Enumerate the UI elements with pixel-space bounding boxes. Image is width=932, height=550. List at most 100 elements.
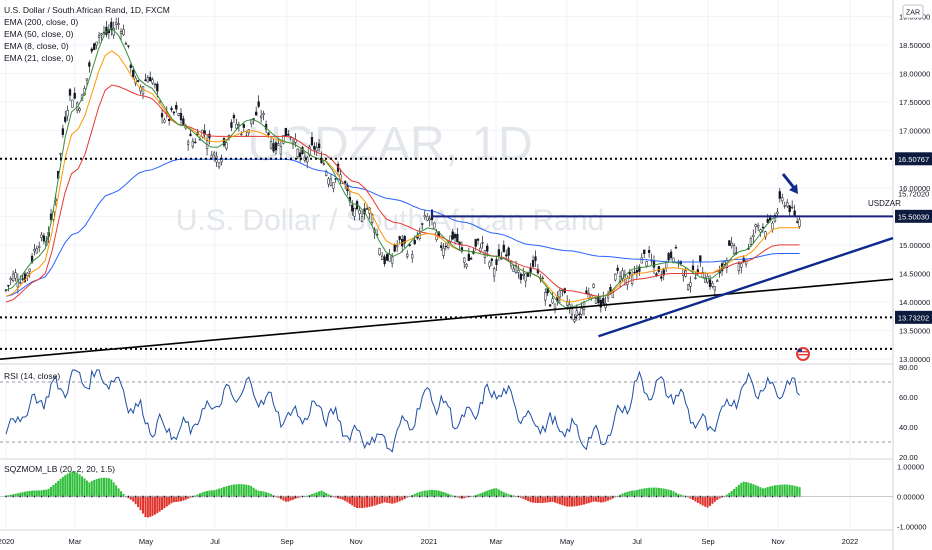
candle[interactable] xyxy=(531,260,535,267)
ema-line-2[interactable] xyxy=(5,50,800,303)
candle[interactable] xyxy=(7,285,10,287)
candle[interactable] xyxy=(776,211,779,214)
candle[interactable] xyxy=(614,273,617,281)
candle[interactable] xyxy=(160,113,164,118)
candle[interactable] xyxy=(282,135,285,144)
candle[interactable] xyxy=(124,43,128,45)
candle[interactable] xyxy=(322,163,325,165)
candle[interactable] xyxy=(507,247,510,256)
candle[interactable] xyxy=(766,219,769,223)
candle[interactable] xyxy=(428,218,431,221)
candle[interactable] xyxy=(240,133,243,136)
candle[interactable] xyxy=(502,244,505,253)
candle[interactable] xyxy=(786,202,789,207)
candle[interactable] xyxy=(351,204,354,212)
candle[interactable] xyxy=(71,99,74,108)
candle[interactable] xyxy=(129,64,132,68)
candle[interactable] xyxy=(250,120,253,125)
candle[interactable] xyxy=(421,223,424,225)
candle[interactable] xyxy=(416,236,419,239)
indicator-ema200[interactable]: EMA (200, close, 0) xyxy=(4,17,78,27)
candle[interactable] xyxy=(444,245,447,248)
candle[interactable] xyxy=(451,231,454,240)
candle[interactable] xyxy=(694,277,697,280)
candle[interactable] xyxy=(386,254,389,261)
candle[interactable] xyxy=(127,45,130,47)
candle[interactable] xyxy=(163,119,166,123)
candle[interactable] xyxy=(393,244,396,252)
candle[interactable] xyxy=(334,178,337,180)
rsi-title[interactable]: RSI (14, close) xyxy=(4,371,60,381)
candle[interactable] xyxy=(237,124,241,127)
candle[interactable] xyxy=(602,298,605,304)
candle[interactable] xyxy=(711,283,714,287)
candle[interactable] xyxy=(175,105,178,110)
candle[interactable] xyxy=(398,236,401,240)
candle[interactable] xyxy=(616,267,619,271)
candle[interactable] xyxy=(754,224,757,228)
candle[interactable] xyxy=(296,148,299,158)
candle[interactable] xyxy=(732,245,736,254)
candle[interactable] xyxy=(132,70,135,78)
candle[interactable] xyxy=(517,270,520,273)
candle[interactable] xyxy=(672,257,675,264)
candle[interactable] xyxy=(95,41,98,46)
time-axis[interactable]: 2020 Mar May Jul Sep Nov 2021 Mar May Jul Sep Nov 20… xyxy=(0,537,858,546)
candle[interactable] xyxy=(68,89,72,96)
candle[interactable] xyxy=(189,133,192,137)
candle[interactable] xyxy=(791,206,794,209)
candle[interactable] xyxy=(14,272,17,279)
price-axis[interactable]: 19.0000018.5000018.0000017.5000017.00000… xyxy=(895,12,932,532)
candle[interactable] xyxy=(759,229,762,233)
candle[interactable] xyxy=(645,261,648,267)
candle[interactable] xyxy=(149,77,152,82)
candle[interactable] xyxy=(781,197,784,202)
candle[interactable] xyxy=(647,250,651,253)
candle[interactable] xyxy=(788,205,791,213)
candle[interactable] xyxy=(730,242,733,247)
candle[interactable] xyxy=(682,268,685,276)
candle[interactable] xyxy=(704,277,707,283)
candle[interactable] xyxy=(252,118,255,120)
candle[interactable] xyxy=(179,112,183,121)
candle[interactable] xyxy=(213,152,216,156)
candle[interactable] xyxy=(353,208,356,217)
candle[interactable] xyxy=(182,118,185,125)
candle[interactable] xyxy=(100,33,103,36)
candle[interactable] xyxy=(168,119,171,121)
candle[interactable] xyxy=(643,249,646,254)
ema-line-0[interactable] xyxy=(5,158,800,297)
candle[interactable] xyxy=(514,265,518,273)
candle[interactable] xyxy=(594,298,598,304)
candle[interactable] xyxy=(465,264,468,268)
candle[interactable] xyxy=(222,137,226,146)
candle[interactable] xyxy=(110,21,113,31)
candle[interactable] xyxy=(210,154,213,159)
candle[interactable] xyxy=(519,273,523,280)
candle[interactable] xyxy=(524,273,527,282)
candle[interactable] xyxy=(795,221,799,223)
candle[interactable] xyxy=(19,281,22,284)
candle[interactable] xyxy=(426,215,429,221)
candle[interactable] xyxy=(406,253,409,257)
candle[interactable] xyxy=(497,249,501,257)
candle[interactable] xyxy=(38,246,41,248)
candle[interactable] xyxy=(151,79,154,84)
candle[interactable] xyxy=(771,222,774,230)
candle[interactable] xyxy=(783,205,786,207)
candle[interactable] xyxy=(592,283,595,288)
rsi-line[interactable] xyxy=(5,369,800,453)
candle[interactable] xyxy=(633,271,636,274)
candle[interactable] xyxy=(257,101,260,107)
candle[interactable] xyxy=(463,257,466,263)
candle[interactable] xyxy=(474,239,477,247)
candle[interactable] xyxy=(667,253,670,261)
candle[interactable] xyxy=(490,258,493,261)
candle[interactable] xyxy=(411,254,414,259)
candle[interactable] xyxy=(433,222,436,229)
candle[interactable] xyxy=(269,141,273,149)
candle[interactable] xyxy=(737,263,741,272)
price-pane[interactable] xyxy=(0,17,894,360)
candle[interactable] xyxy=(277,143,280,146)
